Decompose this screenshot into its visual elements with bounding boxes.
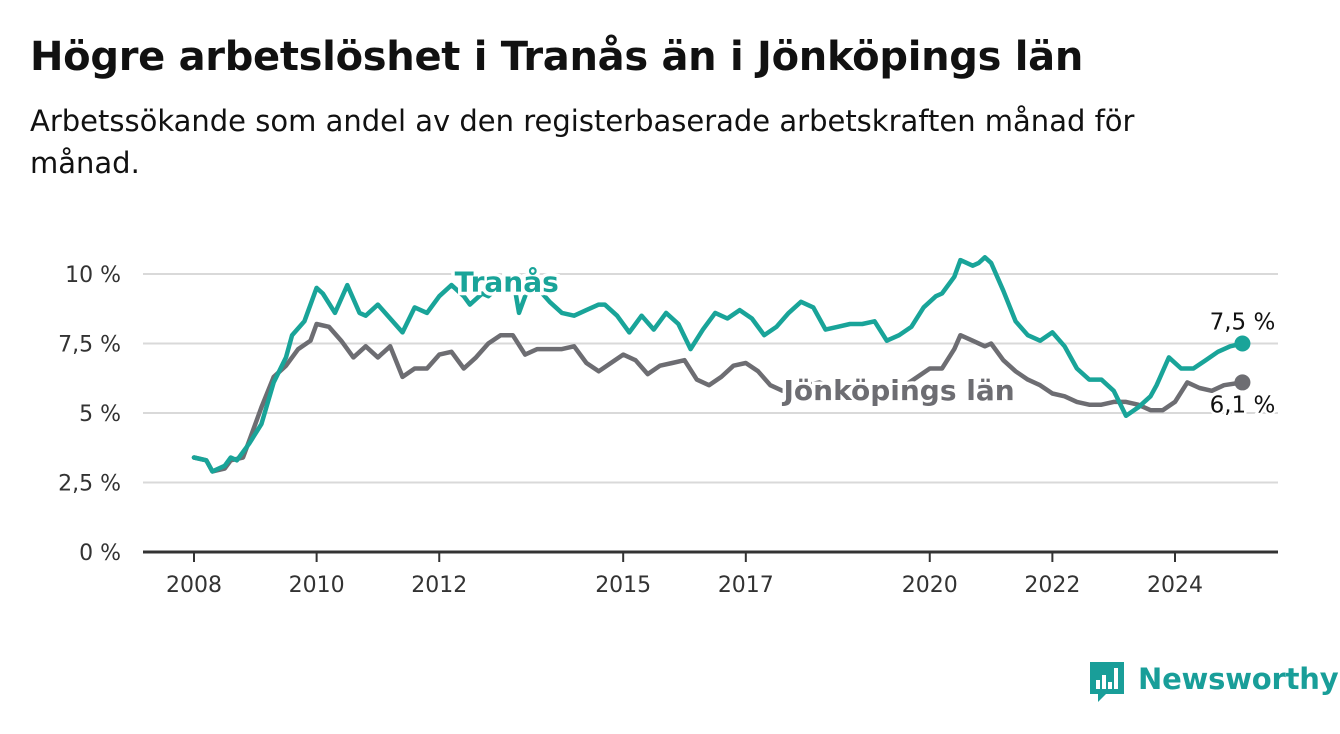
y-tick-label: 5 %	[79, 402, 121, 427]
grid-lines	[143, 273, 1278, 484]
x-tick-label: 2017	[718, 573, 774, 598]
chart-title: Högre arbetslöshet i Tranås än i Jönköpi…	[30, 34, 1084, 80]
series-end-point	[1234, 374, 1251, 391]
x-axis: 2008 2010 2012 2015 2017 2020 2022 2024	[143, 550, 1278, 598]
y-tick-label: 2,5 %	[58, 472, 121, 497]
y-tick-label: 10 %	[65, 263, 121, 288]
series-name-label: Jönköpings län	[782, 374, 1015, 407]
series-labels: 7,5 % 6,1 % Tranås Jönköpings län	[451, 262, 1278, 421]
series-line	[191, 255, 1245, 474]
y-axis-tick-labels: 0 % 2,5 % 5 % 7,5 % 10 %	[58, 263, 121, 566]
series-end-label: 7,5 %	[1210, 310, 1276, 336]
x-tick-label: 2020	[902, 573, 958, 598]
series-end-point	[1234, 335, 1251, 352]
x-tick-label: 2008	[166, 573, 222, 598]
x-tick-label: 2024	[1147, 573, 1203, 598]
chart-subtitle: Arbetssökande som andel av den registerb…	[30, 104, 1135, 180]
brand-name: Newsworthy	[1138, 662, 1339, 696]
x-tick-label: 2010	[289, 573, 345, 598]
x-tick-label: 2012	[411, 573, 467, 598]
newsworthy-logo-icon	[1090, 662, 1124, 702]
series-end-label: 6,1 %	[1210, 392, 1276, 418]
series-lines	[191, 255, 1251, 474]
x-tick-label: 2022	[1024, 573, 1080, 598]
x-tick-label: 2015	[595, 573, 651, 598]
series-name-label: Tranås	[455, 265, 559, 298]
y-tick-label: 7,5 %	[58, 333, 121, 358]
newsworthy-brand: Newsworthy	[1088, 660, 1339, 708]
y-tick-label: 0 %	[79, 541, 121, 566]
series-line	[191, 321, 1245, 474]
